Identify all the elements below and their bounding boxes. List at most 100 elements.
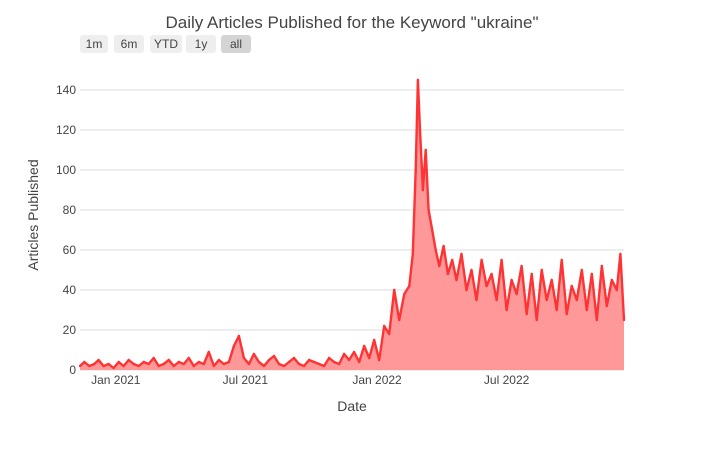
data-point — [505, 308, 508, 312]
data-point — [600, 264, 603, 268]
data-point — [418, 128, 422, 132]
data-point — [442, 244, 445, 248]
data-point — [147, 362, 150, 366]
data-point — [570, 284, 573, 288]
data-point — [252, 352, 256, 356]
y-tick-label: 60 — [63, 243, 77, 257]
data-point — [307, 358, 311, 362]
data-point — [525, 312, 528, 316]
data-point — [393, 288, 396, 292]
data-point — [272, 354, 276, 358]
range-button-all[interactable]: all — [221, 35, 251, 53]
data-point — [515, 292, 518, 296]
data-point — [112, 366, 115, 370]
data-point — [317, 362, 321, 366]
x-tick-label: Jan 2022 — [352, 373, 402, 387]
data-point — [222, 362, 226, 366]
data-point — [619, 252, 622, 256]
range-button-1m[interactable]: 1m — [80, 35, 108, 53]
data-point — [227, 360, 231, 364]
data-point — [411, 252, 414, 256]
data-point — [127, 358, 130, 362]
data-point — [535, 318, 538, 322]
data-point — [187, 356, 190, 360]
y-tick-label: 40 — [63, 283, 77, 297]
data-point — [373, 338, 376, 342]
y-tick-label: 80 — [63, 203, 77, 217]
points-layer — [78, 78, 626, 370]
data-point — [97, 358, 100, 362]
data-point — [167, 358, 170, 362]
data-point — [202, 362, 205, 366]
data-point — [122, 364, 125, 368]
data-point — [192, 364, 195, 368]
data-point — [102, 364, 105, 368]
data-point — [297, 362, 301, 366]
data-point — [207, 350, 210, 354]
data-point — [500, 258, 503, 262]
data-point — [262, 364, 266, 368]
y-tick-label: 100 — [56, 163, 76, 177]
data-point — [560, 258, 563, 262]
data-point — [212, 364, 216, 368]
data-point — [292, 356, 296, 360]
chart-title: Daily Articles Published for the Keyword… — [165, 13, 539, 32]
x-tick-label: Jul 2021 — [223, 373, 269, 387]
range-button-ytd[interactable]: YTD — [150, 35, 182, 53]
data-point — [217, 358, 221, 362]
data-point — [470, 268, 473, 272]
data-point — [565, 312, 568, 316]
data-point — [117, 360, 120, 364]
data-point — [446, 272, 450, 276]
data-point — [83, 360, 86, 364]
data-point — [421, 188, 425, 192]
range-button-6m[interactable]: 6m — [114, 35, 144, 53]
data-point — [438, 264, 441, 268]
data-point — [363, 344, 366, 348]
data-point — [427, 208, 430, 212]
data-point — [302, 364, 306, 368]
data-point — [332, 360, 336, 364]
data-point — [277, 362, 281, 366]
y-tick-labels: 0 20 40 60 80 100 120 140 — [56, 83, 76, 377]
data-point — [78, 364, 82, 368]
range-button-1y[interactable]: 1y — [186, 35, 216, 53]
data-point — [352, 350, 356, 354]
data-point — [610, 278, 613, 282]
x-tick-label: Jan 2021 — [91, 373, 141, 387]
data-point — [137, 364, 140, 368]
data-point — [327, 356, 331, 360]
data-point — [107, 362, 110, 366]
data-point — [460, 252, 463, 256]
area-layer — [80, 80, 624, 370]
data-point — [416, 78, 420, 82]
data-point — [451, 258, 454, 262]
y-tick-label: 120 — [56, 123, 76, 137]
data-point — [550, 278, 553, 282]
data-point — [530, 272, 533, 276]
data-point — [177, 360, 180, 364]
data-point — [495, 298, 498, 302]
x-axis-title: Date — [337, 398, 367, 414]
data-point — [322, 364, 326, 368]
data-point — [398, 318, 401, 322]
x-tick-labels: Jan 2021 Jul 2021 Jan 2022 Jul 2022 — [91, 373, 530, 387]
y-tick-label: 140 — [56, 83, 76, 97]
data-point — [162, 362, 165, 366]
data-point — [312, 360, 316, 364]
data-point — [342, 352, 346, 356]
data-point — [424, 148, 427, 152]
data-point — [232, 344, 236, 348]
data-point — [408, 284, 411, 288]
data-point — [485, 284, 488, 288]
data-point — [142, 360, 145, 364]
data-point — [575, 298, 578, 302]
data-point — [157, 364, 160, 368]
data-point — [267, 358, 271, 362]
data-point — [287, 360, 291, 364]
data-point — [510, 278, 513, 282]
data-point — [152, 356, 155, 360]
data-point — [520, 264, 523, 268]
data-point — [93, 362, 96, 366]
